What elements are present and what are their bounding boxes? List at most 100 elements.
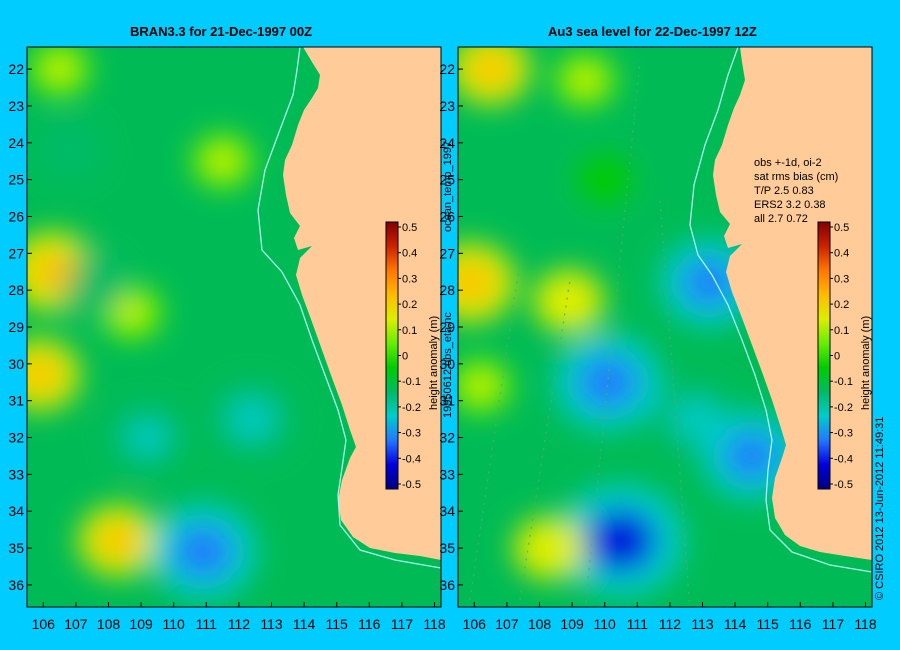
anomaly-core bbox=[73, 266, 111, 300]
lon-tick-label: 110 bbox=[594, 616, 617, 632]
lat-tick-label: 35 bbox=[8, 540, 24, 556]
left-colorbar-ticks: 0.5 0.4 0.3 0.2 0.1 0 -0.1 -0.2 -0.3 -0.4 -0.5 bbox=[398, 222, 421, 491]
anomaly-core bbox=[126, 418, 169, 457]
colorbar-tick-label: 0.5 bbox=[402, 222, 417, 234]
lon-tick-label: 113 bbox=[260, 616, 283, 632]
right-panel-title: Au3 sea level for 22-Dec-1997 12Z bbox=[548, 24, 757, 39]
lon-tick-label: 112 bbox=[659, 616, 682, 632]
left-latitude-axis: 22 23 24 25 26 27 28 29 30 31 32 33 34 35 36 bbox=[8, 61, 32, 593]
lat-tick-label: 31 bbox=[8, 393, 24, 409]
lon-tick-label: 106 bbox=[32, 616, 56, 632]
lon-tick-label: 116 bbox=[789, 616, 812, 632]
lat-tick-label: 26 bbox=[439, 208, 455, 224]
right-colorbar-label: height anomaly (m) bbox=[860, 315, 872, 410]
source-file-top: ocean_temp_1997 bbox=[442, 140, 454, 232]
lon-tick-label: 111 bbox=[627, 616, 648, 632]
colorbar-tick-label: -0.2 bbox=[402, 402, 421, 414]
anomaly-core bbox=[97, 521, 140, 560]
left-map-panel: 22 23 24 25 26 27 28 29 30 31 32 33 34 35 36 106 107 108… bbox=[8, 46, 446, 632]
anomaly-core bbox=[469, 50, 512, 89]
anomaly-core bbox=[44, 55, 76, 84]
lat-tick-label: 23 bbox=[439, 98, 455, 114]
lon-tick-label: 109 bbox=[560, 616, 584, 632]
anomaly-core bbox=[458, 261, 495, 305]
anomaly-core bbox=[591, 168, 618, 192]
colorbar-tick-label: 0.3 bbox=[402, 273, 417, 285]
right-longitude-axis: 106 107 108 109 110 111 112 113 114 115 116 117 118 bbox=[463, 602, 877, 632]
lat-tick-label: 25 bbox=[8, 172, 24, 188]
lon-tick-label: 110 bbox=[163, 616, 186, 632]
colorbar-tick-label: 0.5 bbox=[834, 222, 849, 234]
altimeter-track bbox=[469, 259, 521, 601]
right-latitude-axis: 22 23 24 25 26 27 28 29 30 31 32 33 34 35 36 bbox=[439, 61, 463, 593]
source-file-bottom: 19950612.obs_eta.nc bbox=[442, 312, 454, 418]
right-anomaly-field bbox=[458, 47, 801, 597]
anomaly-core bbox=[228, 397, 276, 441]
lon-tick-label: 108 bbox=[97, 616, 121, 632]
colorbar-tick-label: -0.5 bbox=[834, 479, 853, 491]
anomaly-core bbox=[569, 66, 601, 95]
colorbar-tick-label: -0.3 bbox=[834, 428, 853, 440]
left-longitude-axis: 106 107 108 109 110 111 112 113 114 115 116 117 118 bbox=[32, 602, 446, 632]
right-colorbar-ticks: 0.5 0.4 0.3 0.2 0.1 0 -0.1 -0.2 -0.3 -0.4 -0.5 bbox=[830, 222, 853, 491]
lat-tick-label: 24 bbox=[439, 135, 455, 151]
anomaly-core bbox=[207, 147, 239, 176]
right-stats-box: obs +-1d, oi-2 sat rms bias (cm) T/P 2.5… bbox=[754, 157, 838, 225]
anomaly-core bbox=[29, 250, 77, 294]
colorbar-tick-label: 0.1 bbox=[834, 325, 849, 337]
lat-tick-label: 36 bbox=[439, 577, 455, 593]
stats-line: all 2.7 0.72 bbox=[754, 213, 808, 225]
colorbar-tick-label: 0.4 bbox=[402, 248, 417, 260]
lat-tick-label: 34 bbox=[8, 503, 24, 519]
lon-tick-label: 117 bbox=[822, 616, 845, 632]
colorbar-tick-label: 0.2 bbox=[402, 299, 417, 311]
colorbar-tick-label: 0.1 bbox=[402, 325, 417, 337]
lat-tick-label: 26 bbox=[8, 208, 24, 224]
lon-tick-label: 118 bbox=[854, 616, 877, 632]
lat-tick-label: 34 bbox=[439, 503, 455, 519]
lat-tick-label: 22 bbox=[8, 61, 24, 77]
lon-tick-label: 111 bbox=[196, 616, 217, 632]
lat-tick-label: 28 bbox=[439, 282, 455, 298]
left-anomaly-field bbox=[27, 47, 297, 600]
colorbar-tick-label: 0 bbox=[834, 351, 840, 363]
right-colorbar-ramp bbox=[817, 221, 831, 490]
lon-tick-label: 114 bbox=[293, 616, 316, 632]
lat-tick-label: 27 bbox=[8, 245, 24, 261]
lon-tick-label: 117 bbox=[391, 616, 414, 632]
lat-tick-label: 27 bbox=[439, 245, 455, 261]
colorbar-tick-label: -0.4 bbox=[402, 453, 421, 465]
anomaly-core bbox=[51, 133, 88, 167]
lat-tick-label: 25 bbox=[439, 172, 455, 188]
right-map-panel: 22 23 24 25 26 27 28 29 30 31 32 33 34 35 36 106 107 108… bbox=[439, 46, 877, 632]
colorbar-tick-label: -0.5 bbox=[402, 479, 421, 491]
stats-line: ERS2 3.2 0.38 bbox=[754, 199, 826, 211]
lat-tick-label: 32 bbox=[439, 430, 455, 446]
lat-tick-label: 23 bbox=[8, 98, 24, 114]
left-colorbar-label: height anomaly (m) bbox=[428, 315, 440, 410]
lon-tick-label: 109 bbox=[129, 616, 153, 632]
lat-tick-label: 36 bbox=[8, 577, 24, 593]
colorbar-tick-label: -0.4 bbox=[834, 453, 853, 465]
lat-tick-label: 33 bbox=[8, 466, 24, 482]
left-colorbar: 0.5 0.4 0.3 0.2 0.1 0 -0.1 -0.2 -0.3 -0.4 -0.5 bbox=[385, 221, 421, 491]
colorbar-tick-label: -0.2 bbox=[834, 402, 853, 414]
colorbar-tick-label: 0.4 bbox=[834, 248, 849, 260]
lon-tick-label: 108 bbox=[528, 616, 552, 632]
right-altimeter-tracks bbox=[469, 59, 691, 607]
altimeter-track bbox=[519, 279, 571, 601]
anomaly-core bbox=[672, 397, 720, 441]
copyright-credit: © CSIRO 2012 13-Jun-2012 11:49:31 bbox=[874, 416, 886, 600]
anomaly-core bbox=[173, 525, 233, 579]
stats-line: sat rms bias (cm) bbox=[754, 171, 838, 183]
left-panel-title: BRAN3.3 for 21-Dec-1997 00Z bbox=[130, 24, 313, 39]
lon-tick-label: 112 bbox=[228, 616, 251, 632]
left-colorbar-ramp bbox=[385, 221, 399, 490]
lat-tick-label: 28 bbox=[8, 282, 24, 298]
right-land-western-australia bbox=[713, 47, 872, 560]
lat-tick-label: 29 bbox=[439, 319, 455, 335]
lon-tick-label: 106 bbox=[463, 616, 487, 632]
colorbar-tick-label: 0.3 bbox=[834, 273, 849, 285]
left-land-western-australia bbox=[283, 47, 441, 560]
